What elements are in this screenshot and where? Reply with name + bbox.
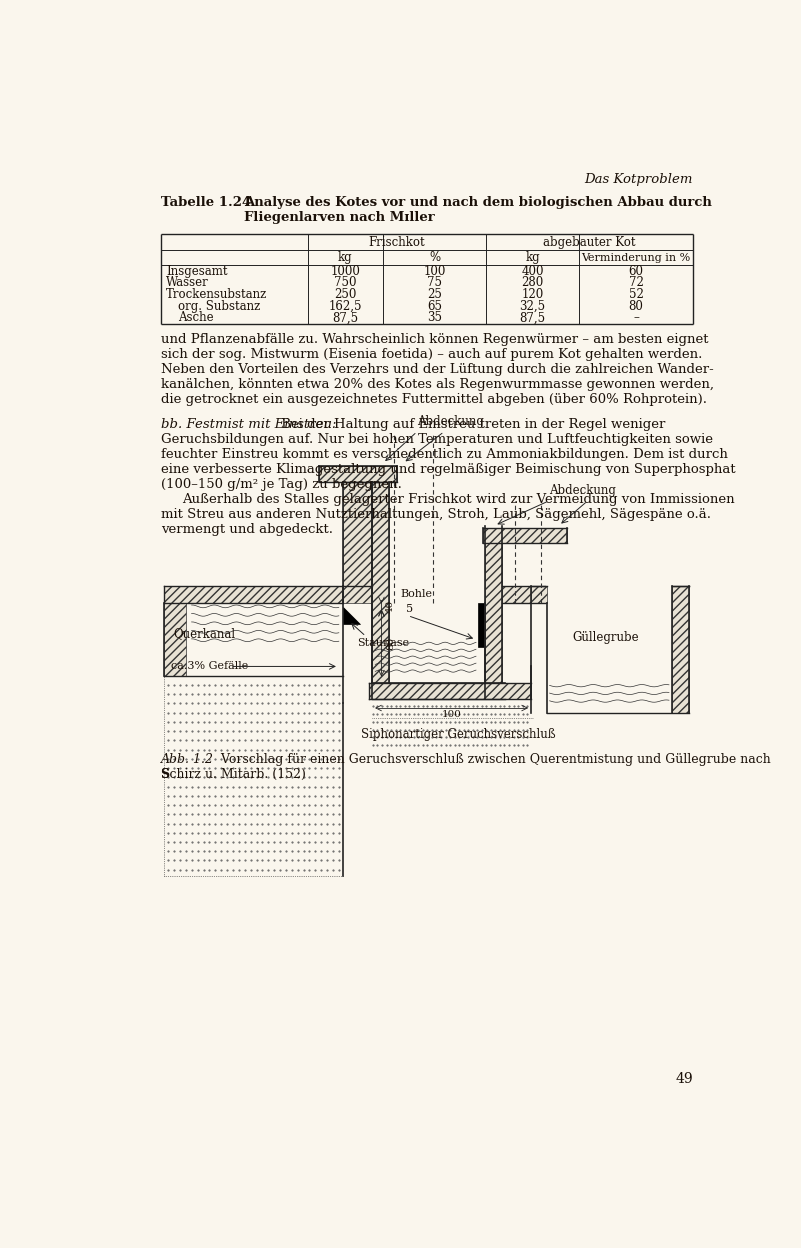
Text: sich der sog. Mistwurm (Eisenia foetida) – auch auf purem Kot gehalten werden.: sich der sog. Mistwurm (Eisenia foetida)… — [160, 348, 702, 361]
Text: Trockensubstanz: Trockensubstanz — [166, 288, 268, 301]
Text: Bohle: Bohle — [400, 589, 432, 599]
Text: 87,5: 87,5 — [332, 312, 359, 324]
Bar — [531, 585, 546, 603]
Text: kg: kg — [525, 251, 540, 265]
Bar — [672, 585, 689, 713]
Text: 162,5: 162,5 — [328, 300, 362, 313]
Text: 49: 49 — [675, 1072, 693, 1086]
Text: bb. Festmist mit Einstreu:: bb. Festmist mit Einstreu: — [160, 418, 336, 431]
Text: Wasser: Wasser — [166, 276, 209, 290]
Text: Geruchsbildungen auf. Nur bei hohen Temperaturen und Luftfeuchtigkeiten sowie: Geruchsbildungen auf. Nur bei hohen Temp… — [160, 433, 713, 446]
Text: (100–150 g/m² je Tag) zu begegnen.: (100–150 g/m² je Tag) zu begegnen. — [160, 478, 401, 492]
Text: Abb. 1.2: Abb. 1.2 — [160, 753, 214, 766]
Text: Tabelle 1.24: Tabelle 1.24 — [160, 196, 251, 208]
Text: Analyse des Kotes vor und nach dem biologischen Abbau durch: Analyse des Kotes vor und nach dem biolo… — [244, 196, 712, 208]
Text: 100: 100 — [424, 265, 445, 277]
Text: Das Kotproblem: Das Kotproblem — [585, 173, 693, 186]
Bar — [477, 603, 485, 648]
Text: org. Substanz: org. Substanz — [178, 300, 260, 313]
Text: Güllegrube: Güllegrube — [572, 630, 638, 644]
Text: 65: 65 — [427, 300, 442, 313]
Bar — [320, 467, 397, 482]
Text: Vorschlag für einen Geruchsverschluß zwischen Querentmistung und Güllegrube nach: Vorschlag für einen Geruchsverschluß zwi… — [217, 753, 771, 766]
Text: S: S — [160, 768, 170, 781]
Text: 120: 120 — [521, 288, 544, 301]
Text: 5: 5 — [406, 604, 413, 614]
Text: 52: 52 — [629, 288, 643, 301]
Text: –: – — [633, 312, 639, 324]
Text: 75: 75 — [427, 276, 442, 290]
Text: die getrocknet ein ausgezeichnetes Futtermittel abgeben (über 60% Rohprotein).: die getrocknet ein ausgezeichnetes Futte… — [160, 393, 706, 406]
Bar — [483, 528, 566, 543]
Text: %: % — [429, 251, 440, 265]
Text: Außerhalb des Stalles gelagerter Frischkot wird zur Vermeidung von Immissionen: Außerhalb des Stalles gelagerter Frischk… — [183, 493, 735, 507]
Text: Insgesamt: Insgesamt — [166, 265, 227, 277]
Text: ca.3% Gefälle: ca.3% Gefälle — [171, 661, 248, 671]
Text: Abdeckung: Abdeckung — [417, 414, 484, 428]
Text: vermengt und abgedeckt.: vermengt und abgedeckt. — [160, 523, 332, 537]
Text: Schirz u. Mitarb. (152): Schirz u. Mitarb. (152) — [160, 768, 305, 781]
Text: 100: 100 — [441, 710, 461, 719]
Text: 750: 750 — [334, 276, 356, 290]
Text: kg: kg — [338, 251, 352, 265]
Bar — [502, 585, 545, 603]
Text: 80: 80 — [386, 636, 395, 649]
Text: und Pflanzenabfälle zu. Wahrscheinlich können Regenwürmer – am besten eignet: und Pflanzenabfälle zu. Wahrscheinlich k… — [160, 333, 708, 346]
Text: Siphonartiger Geruchsverschluß: Siphonartiger Geruchsverschluß — [361, 728, 556, 741]
Text: 40: 40 — [386, 600, 395, 613]
Text: 87,5: 87,5 — [520, 312, 545, 324]
Text: feuchter Einstreu kommt es verschiedentlich zu Ammoniakbildungen. Dem ist durch: feuchter Einstreu kommt es verschiedentl… — [160, 448, 727, 461]
Bar — [343, 482, 372, 603]
Bar — [164, 603, 186, 675]
Text: mit Streu aus anderen Nutztierhaltungen, Stroh, Laub, Sägemehl, Sägespäne o.ä.: mit Streu aus anderen Nutztierhaltungen,… — [160, 508, 710, 522]
Text: 280: 280 — [521, 276, 544, 290]
Text: Asche: Asche — [178, 312, 213, 324]
Bar — [164, 585, 343, 603]
Text: Frischkot: Frischkot — [368, 236, 425, 248]
Text: Verminderung in %: Verminderung in % — [582, 252, 690, 262]
Text: eine verbesserte Klimagestaltung und regelmäßiger Beimischung von Superphosphat: eine verbesserte Klimagestaltung und reg… — [160, 463, 735, 477]
Text: kanälchen, könnten etwa 20% des Kotes als Regenwurmmasse gewonnen werden,: kanälchen, könnten etwa 20% des Kotes al… — [160, 378, 714, 391]
Bar — [369, 684, 531, 699]
Text: 60: 60 — [629, 265, 643, 277]
Text: 250: 250 — [334, 288, 356, 301]
Text: Neben den Vorteilen des Verzehrs und der Lüftung durch die zahlreichen Wander-: Neben den Vorteilen des Verzehrs und der… — [160, 363, 714, 376]
Text: 1000: 1000 — [331, 265, 360, 277]
Text: abgebauter Kot: abgebauter Kot — [543, 236, 636, 248]
Text: 32,5: 32,5 — [520, 300, 545, 313]
Text: Bei der Haltung auf Einstreu treten in der Regel weniger: Bei der Haltung auf Einstreu treten in d… — [277, 418, 666, 431]
Text: Abdeckung: Abdeckung — [549, 484, 616, 497]
Text: Querkanal: Querkanal — [174, 626, 235, 640]
Bar — [372, 482, 389, 699]
Bar — [485, 540, 502, 699]
Bar — [372, 684, 502, 699]
Text: Staunase: Staunase — [356, 638, 409, 648]
Text: 400: 400 — [521, 265, 544, 277]
Text: 80: 80 — [629, 300, 643, 313]
Text: 35: 35 — [427, 312, 442, 324]
Polygon shape — [343, 607, 360, 624]
Text: 25: 25 — [427, 288, 442, 301]
Text: 72: 72 — [629, 276, 643, 290]
Text: Fliegenlarven nach Mɪller: Fliegenlarven nach Mɪller — [244, 211, 435, 223]
